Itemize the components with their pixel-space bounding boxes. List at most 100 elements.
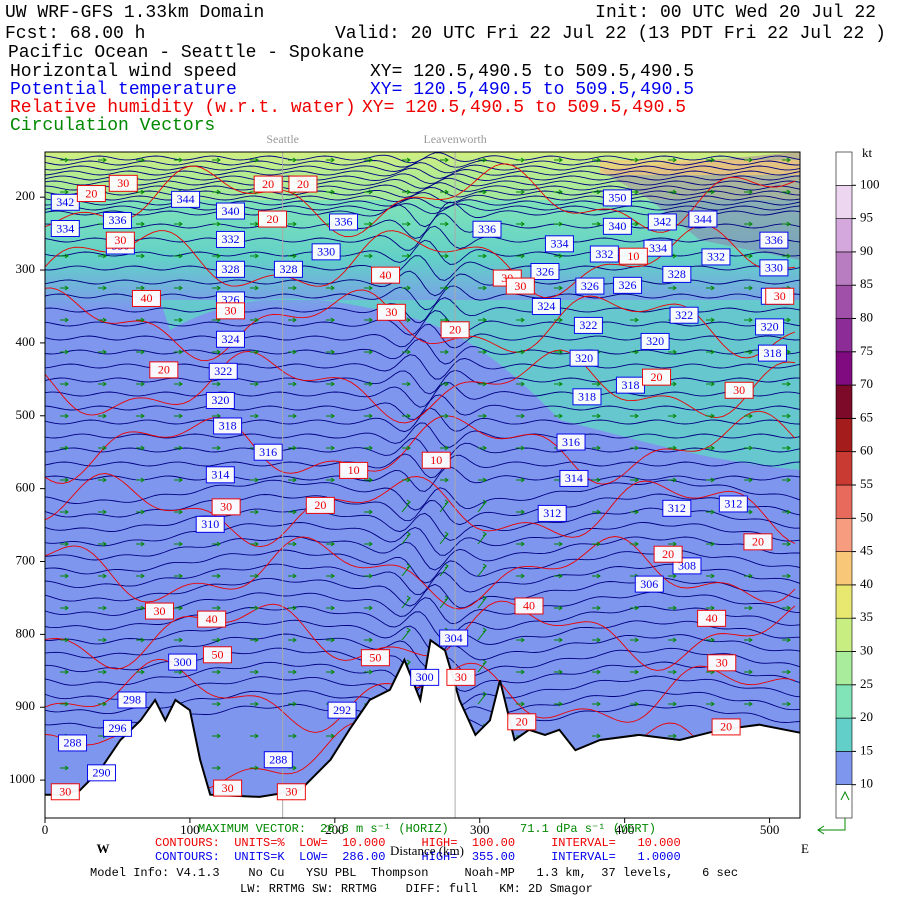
- circulation-vector: [554, 285, 563, 291]
- colorbar-tick-label: 20: [860, 709, 873, 724]
- rh-label: 20: [158, 363, 170, 377]
- circulation-vector: [364, 381, 373, 387]
- rh-label-box: [440, 321, 470, 339]
- circulation-vector: [174, 413, 183, 419]
- circulation-vector: [744, 701, 753, 707]
- circulation-vector: [288, 573, 297, 579]
- circulation-vector: [98, 413, 107, 419]
- circulation-vector: [554, 701, 563, 707]
- circulation-vector: [439, 531, 449, 545]
- circulation-vector: [668, 637, 677, 643]
- theta-label-box: [205, 466, 235, 484]
- circulation-vector: [250, 221, 259, 227]
- circulation-vector: [212, 605, 221, 611]
- theta-label-box: [171, 190, 201, 208]
- circulation-vector: [326, 189, 335, 195]
- circulation-vector: [706, 317, 715, 323]
- wind-fill: [600, 152, 800, 260]
- theta-label: 330: [317, 245, 335, 259]
- y-tick-label: 500: [16, 407, 36, 422]
- circulation-vector: [136, 573, 145, 579]
- rh-label: 30: [117, 176, 129, 190]
- circulation-vector: [668, 189, 677, 195]
- circulation-vector: [250, 157, 259, 163]
- circulation-vector: [60, 189, 69, 195]
- circulation-vector: [174, 605, 183, 611]
- rh-label-box: [765, 287, 795, 305]
- circulation-vector: [364, 541, 373, 547]
- circulation-vector: [592, 477, 601, 483]
- circulation-vector: [402, 381, 411, 387]
- rh-label-box: [253, 175, 283, 193]
- colorbar-band: [835, 185, 853, 219]
- theta-label: 328: [221, 262, 239, 276]
- circulation-vector: [478, 157, 487, 163]
- circulation-vector: [288, 509, 297, 515]
- field-xy: XY= 120.5,490.5 to 509.5,490.5: [370, 62, 694, 82]
- max-vector: MAXIMUM VECTOR:: [198, 822, 306, 836]
- colorbar-tick-label: 45: [860, 543, 873, 558]
- theta-label-box: [168, 653, 198, 671]
- field-list: Horizontal wind speed XY= 120.5,490.5 to …: [10, 62, 694, 136]
- rh-label-box: [76, 185, 106, 203]
- rh-label: 10: [627, 249, 639, 263]
- rh-label: 30: [774, 289, 786, 303]
- circulation-vector: [668, 669, 677, 675]
- rh-label-box: [743, 533, 773, 551]
- circulation-vector: [516, 573, 525, 579]
- circulation-vector: [744, 669, 753, 675]
- circulation-vector: [250, 413, 259, 419]
- colorbar-tick-label: 85: [860, 276, 873, 291]
- circulation-vector: [60, 765, 69, 771]
- theta-label-box: [253, 443, 283, 461]
- circulation-vector: [136, 189, 145, 195]
- circulation-vector: [288, 669, 297, 675]
- rh-label-box: [707, 654, 737, 672]
- rh-label: 20: [720, 720, 732, 734]
- circulation-vector: [782, 669, 791, 675]
- rh-label-box: [50, 783, 80, 801]
- colorbar-label: kt: [862, 145, 873, 160]
- colorbar-tick-label: 40: [860, 576, 873, 591]
- x-axis-label: Distance (km): [390, 843, 464, 858]
- circulation-vector: [98, 669, 107, 675]
- theta-label-box: [531, 297, 561, 315]
- circulation-vector: [516, 381, 525, 387]
- circulation-vector: [174, 637, 183, 643]
- rh-label: 20: [262, 177, 274, 191]
- circulation-vector: [326, 413, 335, 419]
- circulation-vector: [592, 413, 601, 419]
- circulation-vector: [174, 317, 183, 323]
- rh-label: 30: [455, 670, 467, 684]
- circulation-vector: [250, 381, 259, 387]
- rh-contour: [45, 410, 796, 485]
- theta-label-box: [530, 263, 560, 281]
- isentrope: [45, 535, 800, 571]
- circulation-vector: [288, 285, 297, 291]
- circulation-vector: [212, 573, 221, 579]
- colorbar-tick-label: 90: [860, 243, 873, 258]
- rh-label: 30: [285, 785, 297, 799]
- theta-label: 334: [550, 237, 568, 251]
- circulation-vector: [630, 637, 639, 643]
- circulation-vector: [440, 445, 449, 451]
- circulation-vector: [744, 445, 753, 451]
- circulation-vector: [440, 381, 449, 387]
- circulation-vector: [60, 413, 69, 419]
- theta-label: 332: [221, 232, 239, 246]
- circulation-vector: [212, 157, 221, 163]
- rh-label: 30: [59, 785, 71, 799]
- circulation-vector: [782, 541, 791, 547]
- theta-label: 344: [694, 212, 712, 226]
- rh-label-box: [258, 210, 288, 228]
- theta-label-box: [329, 213, 359, 231]
- circulation-vector: [668, 541, 677, 547]
- rh-label: 30: [153, 604, 165, 618]
- circulation-vector: [744, 221, 753, 227]
- theta-label: 296: [108, 721, 126, 735]
- circulation-vector: [782, 477, 791, 483]
- circulation-vector: [554, 253, 563, 259]
- circulation-vector: [401, 627, 411, 641]
- rh-contours: CONTOURS: UNITS=% LOW= 10.000 HIGH= 100.…: [155, 836, 681, 850]
